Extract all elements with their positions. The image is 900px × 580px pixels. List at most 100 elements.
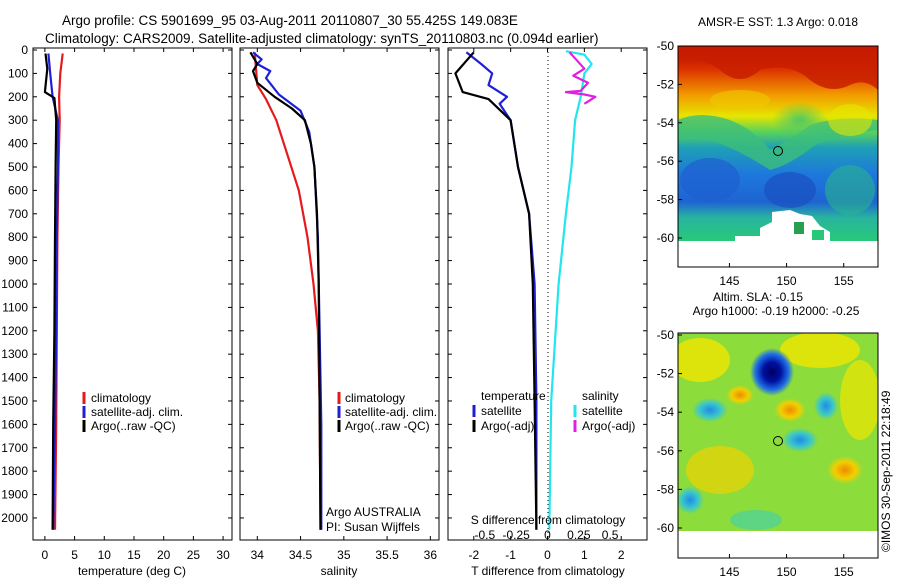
series-line-magenta (564, 51, 597, 105)
x-tick-label: 10 (98, 548, 112, 562)
legend-label-sal-satellite: satellite (582, 404, 623, 418)
map-y-tick-label: -60 (657, 231, 675, 245)
figure-title-line1: Argo profile: CS 5901699_95 03-Aug-2011 … (62, 13, 518, 28)
depth-tick-label: 1200 (1, 324, 28, 338)
sla-map-image (678, 333, 878, 531)
map-x-tick-label: 155 (834, 274, 854, 288)
sla-map-title-line1: Altim. SLA: -0.15 (713, 290, 803, 304)
map-y-tick-label: -50 (657, 39, 675, 53)
map-y-tick-label: -52 (657, 367, 675, 381)
x-tick-label: 5 (71, 548, 78, 562)
difference-legend-salinity: salinity satellite Argo(-adj) (573, 389, 635, 433)
temperature-legend: climatology satellite-adj. clim. Argo(..… (82, 391, 183, 433)
x-tick-label: 35 (337, 548, 351, 562)
x-tick-label: 30 (216, 548, 230, 562)
depth-tick-label: 1100 (2, 300, 28, 314)
map-y-tick-label: -58 (657, 482, 675, 496)
top-x-tick-label: 0.25 (567, 528, 591, 542)
depth-tick-label: 0 (21, 43, 28, 57)
legend-label-satellite: satellite-adj. clim. (91, 405, 183, 419)
x-tick-label: -1 (505, 548, 516, 562)
legend-label-temp-satellite: satellite (481, 404, 522, 418)
difference-panel (447, 47, 648, 541)
depth-tick-label: 1800 (1, 464, 28, 478)
series-line-black (43, 53, 58, 530)
sst-map-frame (677, 45, 879, 268)
series-line-blue (465, 51, 538, 530)
map-x-tick-label: 150 (777, 274, 797, 288)
map-y-tick-label: -56 (657, 444, 675, 458)
salinity-plot: 34 34.5 35 35.5 36 (240, 48, 439, 562)
legend-label-climatology: climatology (91, 391, 151, 405)
depth-tick-label: 200 (8, 90, 28, 104)
sst-map-axes: 145 150 155 -50 -52 -54 -56 -58 -60 (657, 39, 854, 288)
x-tick-label: 2 (618, 548, 625, 562)
difference-top-xlabel: S difference from climatology (471, 513, 626, 527)
sla-map-axes: 145 150 155 -50 -52 -54 -56 -58 -60 (657, 328, 854, 579)
difference-legend-temperature: temperature satellite Argo(-adj) (472, 389, 546, 433)
temperature-plot: 0100200300400500600700800900100011001200… (1, 43, 232, 562)
x-tick-label: 0 (544, 548, 551, 562)
map-y-tick-label: -52 (657, 77, 675, 91)
temperature-xlabel: temperature (deg C) (78, 564, 186, 578)
depth-tick-label: 1300 (1, 347, 28, 361)
map-y-tick-label: -50 (657, 328, 675, 342)
argo-position-marker (773, 436, 783, 446)
credit-text: ©IMOS 30-Sep-2011 22:18:49 (879, 390, 893, 552)
x-tick-label: 36 (424, 548, 438, 562)
top-x-tick-label: -0.25 (502, 528, 530, 542)
depth-tick-label: 1000 (1, 277, 28, 291)
map-y-tick-label: -54 (657, 116, 675, 130)
series-line-black (249, 51, 322, 530)
depth-tick-label: 400 (8, 137, 28, 151)
top-x-tick-label: -0.5 (475, 528, 496, 542)
x-tick-label: 0 (42, 548, 49, 562)
depth-tick-label: 800 (8, 230, 28, 244)
sst-map-image (678, 46, 878, 241)
depth-tick-label: 100 (8, 66, 28, 80)
x-tick-label: -2 (468, 548, 479, 562)
salinity-xlabel: salinity (321, 564, 358, 578)
salinity-panel (239, 47, 440, 541)
pi-annotation: PI: Susan Wijffels (326, 520, 420, 534)
legend-label-sal-argo: Argo(-adj) (582, 419, 635, 433)
series-line-cyan (548, 50, 593, 530)
x-tick-label: 15 (127, 548, 141, 562)
depth-tick-label: 300 (8, 113, 28, 127)
depth-tick-label: 500 (8, 160, 28, 174)
x-tick-label: 20 (157, 548, 171, 562)
x-tick-label: 25 (187, 548, 201, 562)
temperature-panel (32, 47, 233, 541)
legend-label-satellite: satellite-adj. clim. (345, 405, 437, 419)
map-y-tick-label: -54 (657, 405, 675, 419)
sst-map-title: AMSR-E SST: 1.3 Argo: 0.018 (698, 15, 858, 29)
argo-position-marker (773, 146, 783, 156)
legend-heading-salinity: salinity (582, 389, 619, 403)
legend-label-argo: Argo(..raw -QC) (91, 419, 176, 433)
x-tick-label: 34.5 (289, 548, 313, 562)
legend-label-temp-argo: Argo(-adj) (481, 419, 534, 433)
difference-xlabel: T difference from climatology (471, 564, 625, 578)
sla-map-title-line2: Argo h1000: -0.19 h2000: -0.25 (693, 304, 860, 318)
legend-label-climatology: climatology (345, 391, 405, 405)
map-x-tick-label: 150 (777, 565, 797, 579)
depth-tick-label: 1900 (1, 488, 28, 502)
argo-country-annotation: Argo AUSTRALIA (326, 505, 421, 519)
depth-tick-label: 1600 (1, 417, 28, 431)
depth-tick-label: 1500 (1, 394, 28, 408)
depth-tick-label: 2000 (1, 511, 28, 525)
legend-heading-temperature: temperature (481, 389, 546, 403)
depth-tick-label: 900 (8, 254, 28, 268)
series-line-black (454, 51, 538, 530)
x-tick-label: 35.5 (375, 548, 399, 562)
sla-map-frame (677, 332, 879, 559)
legend-label-argo: Argo(..raw -QC) (345, 419, 430, 433)
series-line-blue (47, 53, 60, 530)
map-y-tick-label: -56 (657, 154, 675, 168)
difference-plot: -2 -1 0 1 2 -0.5 -0.25 0 0.25 0.5 (448, 48, 647, 562)
x-tick-label: 34 (251, 548, 265, 562)
map-x-tick-label: 155 (834, 565, 854, 579)
figure-title-line2: Climatology: CARS2009. Satellite-adjuste… (45, 31, 599, 46)
map-y-tick-label: -58 (657, 193, 675, 207)
map-x-tick-label: 145 (719, 274, 739, 288)
